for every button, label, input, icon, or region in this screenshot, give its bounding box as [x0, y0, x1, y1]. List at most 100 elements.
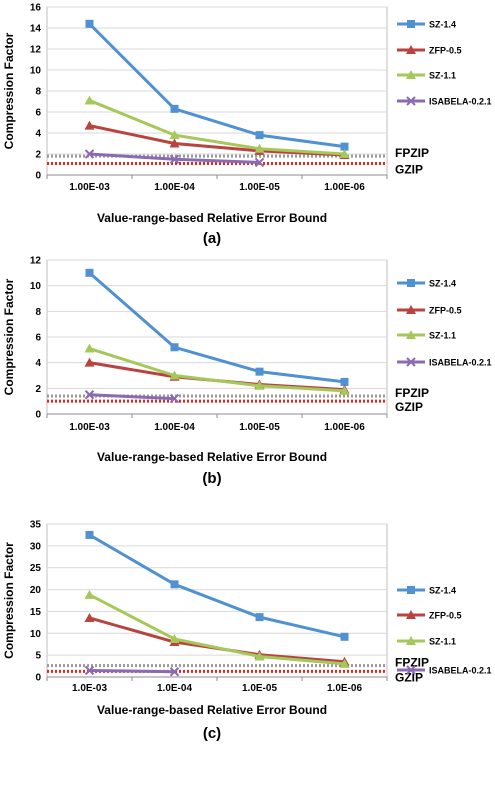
data-point-sz-1.1 — [254, 143, 265, 153]
legend-marker-sz-1.4 — [407, 586, 415, 594]
series-line-isabela-0.2.1 — [89, 393, 175, 401]
data-point-sz-1.4 — [170, 343, 179, 352]
y-tick-label: 10 — [30, 281, 42, 292]
panel-label: (c) — [203, 725, 221, 742]
x-axis-title: Value-range-based Relative Error Bound — [97, 450, 327, 464]
data-point-sz-1.4 — [85, 530, 94, 539]
legend-label-isabela-0.2.1: ISABELA-0.2.1 — [429, 666, 492, 676]
legend-label-zfp-0.5: ZFP-0.5 — [429, 611, 462, 621]
data-point-zfp-0.5 — [84, 612, 95, 622]
data-point-sz-1.1 — [84, 95, 95, 105]
data-point-sz-1.1 — [169, 633, 180, 643]
data-point-sz-1.1 — [84, 589, 95, 599]
data-point-sz-1.1 — [254, 380, 265, 390]
data-point-sz-1.4 — [340, 632, 349, 641]
y-tick-label: 6 — [35, 333, 41, 344]
series-line-sz-1.4 — [88, 22, 345, 149]
data-point-isabela-0.2.1 — [169, 154, 180, 164]
series-line-zfp-0.5 — [89, 124, 345, 157]
x-tick-label: 1.00E-05 — [239, 182, 280, 193]
y-tick-label: 4 — [35, 358, 41, 369]
data-point-sz-1.1 — [339, 658, 350, 668]
legend-marker-isabela-0.2.1 — [406, 665, 416, 675]
data-point-zfp-0.5 — [84, 357, 95, 367]
series-line-isabela-0.2.1 — [89, 668, 175, 674]
legend-label-sz-1.4: SZ-1.4 — [429, 20, 456, 30]
series-line-sz-1.4 — [88, 533, 345, 639]
x-tick-label: 1.00E-04 — [154, 422, 195, 433]
y-tick-label: 0 — [35, 673, 41, 684]
x-tick-label: 1.00E-06 — [324, 422, 365, 433]
legend-label-sz-1.4: SZ-1.4 — [429, 586, 456, 596]
y-tick-label: 2 — [35, 150, 41, 161]
reference-label-gzip: GZIP — [395, 400, 423, 414]
reference-label-gzip: GZIP — [395, 162, 423, 176]
x-tick-label: 1.00E-05 — [239, 422, 280, 433]
legend-marker-zfp-0.5 — [406, 305, 416, 314]
chart-panel-3: 0 5 10 15 20 25 30 35 1.0E-03 1.0E-04 1.0E-05 1.0E-… — [2, 520, 492, 743]
y-tick-label: 0 — [35, 410, 41, 421]
panel-label: (b) — [202, 470, 221, 487]
data-point-isabela-0.2.1 — [84, 149, 95, 159]
chart-panel-1: 0 2 4 6 8 10 12 14 16 1.00E-03 1.00E-04 1.00E-05 1.0… — [2, 3, 492, 248]
data-point-sz-1.4 — [85, 19, 94, 28]
data-point-isabela-0.2.1 — [84, 390, 95, 400]
y-tick-label: 15 — [30, 607, 42, 618]
data-point-zfp-0.5 — [169, 138, 180, 148]
data-point-sz-1.4 — [255, 367, 264, 376]
legend-marker-sz-1.4 — [407, 279, 415, 287]
legend-label-zfp-0.5: ZFP-0.5 — [429, 306, 462, 316]
data-point-isabela-0.2.1 — [169, 667, 180, 677]
y-axis-title: Compression Factor — [2, 542, 16, 659]
data-point-isabela-0.2.1 — [84, 665, 95, 676]
legend-marker-sz-1.1 — [406, 70, 416, 79]
y-tick-label: 35 — [30, 520, 42, 531]
y-tick-label: 12 — [30, 256, 42, 267]
data-point-isabela-0.2.1 — [254, 157, 265, 168]
data-point-sz-1.4 — [170, 104, 179, 113]
y-tick-label: 20 — [30, 585, 42, 596]
x-tick-label: 1.00E-03 — [69, 422, 110, 433]
x-axis-title: Value-range-based Relative Error Bound — [97, 211, 327, 225]
y-tick-label: 8 — [35, 307, 41, 318]
y-tick-label: 0 — [35, 171, 41, 182]
legend-marker-zfp-0.5 — [406, 610, 416, 619]
y-tick-label: 4 — [35, 129, 41, 140]
y-tick-label: 8 — [35, 87, 41, 98]
y-tick-label: 25 — [30, 563, 42, 574]
y-tick-label: 5 — [35, 651, 41, 662]
y-tick-label: 2 — [35, 384, 41, 395]
y-axis-title: Compression Factor — [2, 32, 16, 149]
data-point-sz-1.4 — [340, 142, 349, 151]
y-tick-label: 16 — [30, 3, 42, 14]
x-tick-label: 1.00E-04 — [154, 182, 195, 193]
chart-panel-2: 0 2 4 6 8 10 12 1.00E-03 1.00E-04 1.00E-05 1.00E-0… — [2, 256, 492, 488]
data-point-sz-1.4 — [255, 131, 264, 140]
x-tick-label: 1.0E-05 — [242, 683, 277, 694]
legend-marker-isabela-0.2.1 — [406, 357, 416, 367]
data-point-sz-1.4 — [170, 580, 179, 589]
series-line-sz-1.4 — [88, 271, 345, 384]
legend-marker-sz-1.4 — [407, 20, 415, 28]
data-point-sz-1.4 — [340, 377, 349, 386]
legend-label-isabela-0.2.1: ISABELA-0.2.1 — [429, 358, 492, 368]
data-point-sz-1.1 — [84, 343, 95, 353]
y-tick-label: 10 — [30, 66, 42, 77]
legend-marker-sz-1.1 — [406, 636, 416, 645]
legend-marker-isabela-0.2.1 — [406, 96, 416, 106]
y-tick-label: 14 — [30, 24, 42, 35]
legend-label-sz-1.4: SZ-1.4 — [429, 279, 456, 289]
y-tick-label: 12 — [30, 45, 42, 56]
x-tick-label: 1.00E-06 — [324, 182, 365, 193]
data-point-sz-1.4 — [255, 613, 264, 622]
reference-label-fpzip: FPZIP — [395, 146, 429, 160]
data-point-sz-1.1 — [254, 651, 265, 661]
reference-label-fpzip: FPZIP — [395, 386, 429, 400]
y-axis-title: Compression Factor — [2, 278, 16, 395]
legend-label-zfp-0.5: ZFP-0.5 — [429, 46, 462, 56]
legend-label-sz-1.1: SZ-1.1 — [429, 331, 456, 341]
reference-label-fpzip: FPZIP — [395, 656, 429, 670]
panel-label: (a) — [203, 230, 221, 247]
data-point-isabela-0.2.1 — [169, 393, 180, 404]
